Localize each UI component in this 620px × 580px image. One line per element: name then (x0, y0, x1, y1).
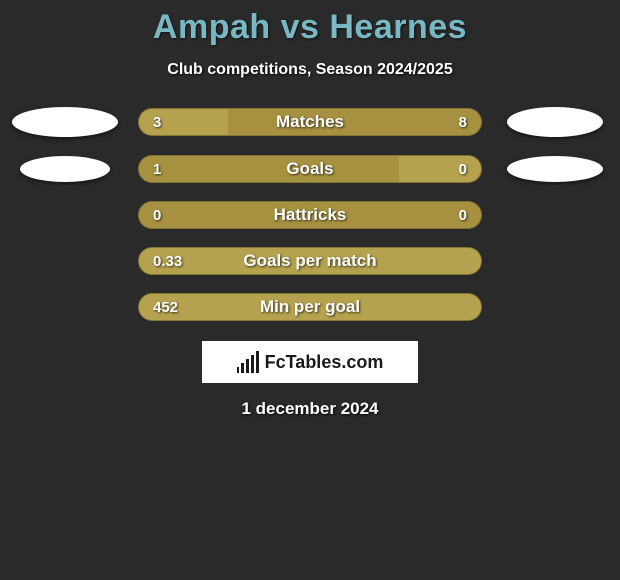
stat-rows: 3 Matches 8 1 Goals 0 (0, 107, 620, 321)
bar-fill-full (139, 294, 481, 320)
brand-text: FcTables.com (265, 352, 384, 373)
stat-value-left: 3 (153, 109, 161, 135)
player-left-icon-slot (10, 156, 120, 182)
stat-bar: 0.33 Goals per match (138, 247, 482, 275)
brand-badge: FcTables.com (202, 341, 418, 383)
infographic-container: Ampah vs Hearnes Club competitions, Seas… (0, 0, 620, 580)
stat-label: Hattricks (139, 202, 481, 228)
brand-chart-icon (237, 351, 259, 373)
stat-bar: 3 Matches 8 (138, 108, 482, 136)
player-ellipse-icon (507, 107, 603, 137)
player-right-icon-slot (500, 107, 610, 137)
stat-row: 0 Hattricks 0 (0, 201, 620, 229)
stat-value-left: 0.33 (153, 248, 182, 274)
stat-value-right: 0 (459, 202, 467, 228)
stat-value-left: 0 (153, 202, 161, 228)
player-ellipse-icon (507, 156, 603, 182)
stat-row: 452 Min per goal (0, 293, 620, 321)
player-right-icon-slot (500, 156, 610, 182)
player-ellipse-icon (12, 107, 118, 137)
page-subtitle: Club competitions, Season 2024/2025 (0, 61, 620, 79)
bar-fill-full (139, 248, 481, 274)
stat-value-left: 1 (153, 156, 161, 182)
stat-value-right: 8 (459, 109, 467, 135)
player-ellipse-icon (20, 156, 110, 182)
stat-bar: 0 Hattricks 0 (138, 201, 482, 229)
stat-value-left: 452 (153, 294, 178, 320)
stat-bar: 1 Goals 0 (138, 155, 482, 183)
bar-fill-right (399, 156, 481, 182)
stat-row: 1 Goals 0 (0, 155, 620, 183)
player-left-icon-slot (10, 107, 120, 137)
stat-row: 0.33 Goals per match (0, 247, 620, 275)
stat-value-right: 0 (459, 156, 467, 182)
stat-bar: 452 Min per goal (138, 293, 482, 321)
footer-date: 1 december 2024 (0, 399, 620, 419)
page-title: Ampah vs Hearnes (0, 8, 620, 47)
stat-row: 3 Matches 8 (0, 107, 620, 137)
